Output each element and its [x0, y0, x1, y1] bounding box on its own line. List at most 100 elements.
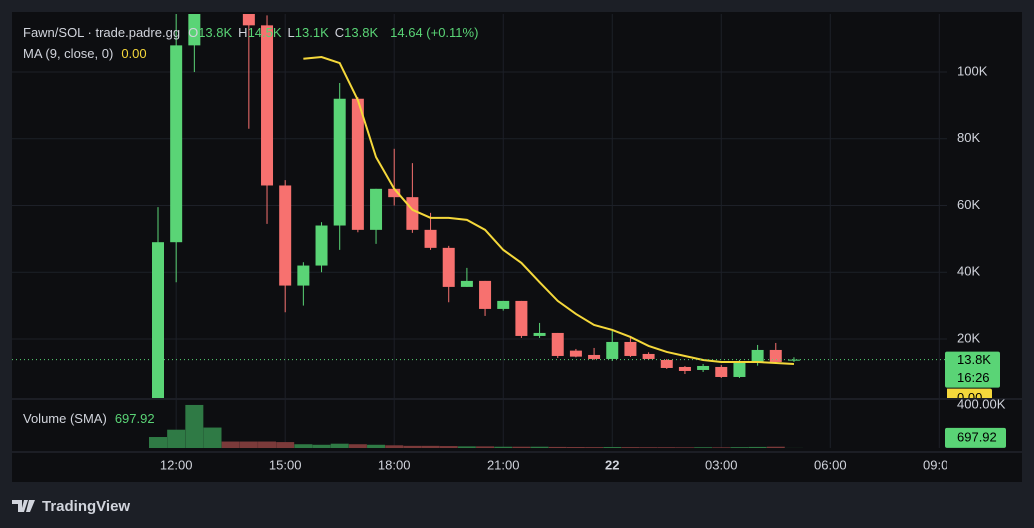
x-tick-label: 09:00 [923, 457, 956, 472]
candle-body [642, 353, 655, 359]
candle-body [370, 188, 383, 230]
volume-bar [294, 444, 313, 448]
candle-body [297, 265, 310, 286]
x-tick-label: 06:00 [814, 457, 847, 472]
candle-body [733, 361, 746, 377]
candle-body [315, 225, 328, 266]
x-tick-label: 18:00 [378, 457, 411, 472]
volume-bar [421, 445, 440, 448]
y-tick-label: 100K [957, 63, 988, 78]
candle-body [207, 0, 219, 5]
volume-bar [730, 447, 749, 448]
volume-bar [675, 447, 694, 448]
volume-bar [385, 445, 404, 448]
candle-body [261, 25, 274, 186]
candle-body [279, 185, 292, 286]
volume-bar [712, 447, 731, 448]
volume-box-label: 697.92 [957, 429, 997, 444]
ma-line [303, 56, 795, 365]
candle-body [715, 366, 728, 377]
volume-bar [512, 446, 531, 448]
countdown: 16:26 [957, 370, 990, 385]
y-tick-label: 80K [957, 130, 980, 145]
candle-body [424, 229, 437, 248]
brand: TradingView [42, 498, 130, 515]
candle-body [787, 359, 800, 361]
ma-value-box [947, 388, 992, 398]
candle-body [533, 332, 546, 336]
volume-bar [694, 447, 713, 448]
volume-bar [167, 429, 186, 448]
candle-body [460, 280, 473, 287]
candle-body [442, 247, 455, 287]
volume-bar [258, 441, 277, 448]
volume-bar [585, 447, 604, 448]
volume-bar [439, 446, 458, 448]
volume-bar [657, 447, 676, 448]
volume-legend: Volume (SMA) 697.92 [23, 411, 155, 426]
volume-bar [312, 444, 331, 448]
price-box [945, 351, 1000, 388]
ma-legend: MA (9, close, 0) 0.00 [23, 46, 147, 61]
volume-bar [457, 446, 476, 448]
x-tick-label: 12:00 [160, 457, 193, 472]
candle-body [152, 242, 164, 398]
candle-body [242, 14, 255, 26]
ohlc-key: O [188, 25, 199, 40]
ohlc-key: C [334, 25, 345, 40]
price-box-label: 13.8K [957, 352, 991, 367]
volume-bar [639, 447, 658, 448]
candle-body [606, 341, 619, 359]
volume-bar [203, 427, 222, 448]
volume-bar [766, 446, 785, 448]
volume-bar [330, 443, 349, 448]
volume-bar [566, 447, 585, 448]
x-tick-label: 21:00 [487, 457, 520, 472]
volume-box [945, 427, 1006, 448]
volume-bar [276, 442, 295, 448]
x-tick-label: 22 [605, 457, 619, 472]
ma-name: MA (9, close, 0) [23, 46, 114, 61]
candle-body [569, 350, 582, 357]
volume-bar [348, 444, 367, 448]
candle-body [497, 300, 510, 309]
candle-body [515, 300, 528, 336]
ma-value-box-label: 0.00 [957, 390, 982, 405]
volume-bar [403, 445, 422, 448]
candle-body [660, 359, 673, 368]
volume-bar [476, 446, 495, 448]
volume-bar [221, 441, 240, 448]
y-tick-label: 40K [957, 264, 980, 279]
candle-body [697, 365, 710, 370]
candle-body [333, 98, 346, 226]
symbol: Fawn/SOL · trade.padre.gg [23, 25, 181, 40]
candle-body [769, 349, 782, 362]
candle-body [388, 188, 401, 198]
x-tick-label: 03:00 [705, 457, 738, 472]
volume-bar [149, 437, 167, 448]
volume-bar [530, 446, 549, 448]
candle-body [751, 349, 764, 362]
volume-bar [367, 444, 386, 448]
ohlc-value: 14.5K [247, 25, 282, 40]
volume-name: Volume (SMA) [23, 411, 107, 426]
change: 14.64 (+0.11%) [390, 25, 479, 40]
candle-body [351, 98, 364, 230]
volume-bar [494, 446, 513, 448]
ohlc-value: 13.8K [198, 25, 233, 40]
ohlc-value: 13.8K [344, 25, 379, 40]
y-tick-label: 60K [957, 197, 980, 212]
logo: TradingView [12, 498, 130, 515]
ohlc-key: L [287, 25, 295, 40]
volume-bar [621, 447, 640, 448]
ohlc: O13.8K H14.5K L13.1K C13.8K [188, 25, 384, 40]
volume-value: 697.92 [114, 411, 155, 426]
candle-body [479, 280, 492, 309]
ma-value: 0.00 [121, 46, 147, 61]
volume-bar [548, 446, 567, 448]
candle-body [678, 366, 691, 371]
candle-body [551, 332, 564, 356]
volume-bar [239, 441, 258, 448]
